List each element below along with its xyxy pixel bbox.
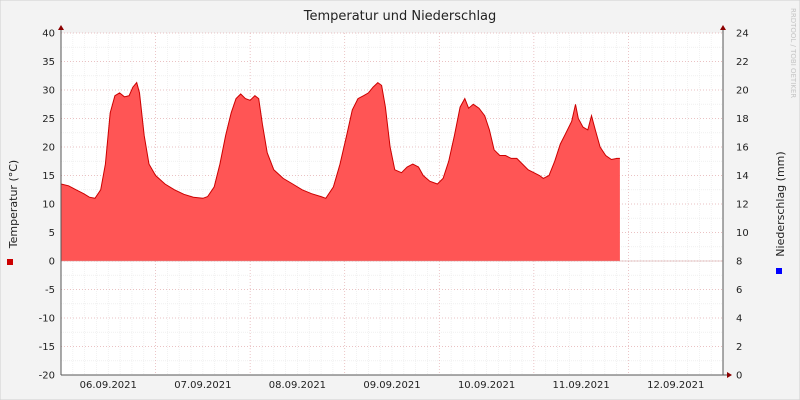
x-tick: 10.09.2021 bbox=[458, 380, 515, 391]
y-tick-right: 20 bbox=[736, 86, 749, 97]
left-axis-label: Temperatur (°C) bbox=[7, 160, 20, 249]
watermark: RRDTOOL / TOBI OETIKER bbox=[789, 8, 797, 98]
x-tick: 06.09.2021 bbox=[80, 380, 137, 391]
series-area-layer bbox=[60, 81, 620, 261]
chart-title: Temperatur und Niederschlag bbox=[303, 9, 497, 24]
y-tick-left: 35 bbox=[42, 57, 55, 68]
tick-labels: 4035302520151050-5-10-15-202422201816141… bbox=[39, 29, 749, 392]
y-tick-left: 10 bbox=[42, 200, 55, 211]
right-axis-arrow bbox=[720, 25, 726, 30]
x-axis-arrow bbox=[727, 372, 732, 378]
x-tick: 12.09.2021 bbox=[647, 380, 704, 391]
y-tick-right: 6 bbox=[736, 285, 742, 296]
y-tick-left: 5 bbox=[49, 228, 55, 239]
y-tick-left: -15 bbox=[39, 342, 55, 353]
right-axis-label: Niederschlag (mm) bbox=[774, 151, 787, 256]
y-tick-right: 22 bbox=[736, 57, 749, 68]
y-tick-left: -5 bbox=[45, 285, 55, 296]
y-tick-right: 0 bbox=[736, 371, 742, 382]
x-tick: 07.09.2021 bbox=[174, 380, 231, 391]
y-tick-left: -20 bbox=[39, 371, 55, 382]
y-tick-right: 16 bbox=[736, 143, 749, 154]
x-tick: 08.09.2021 bbox=[269, 380, 326, 391]
y-tick-right: 24 bbox=[736, 29, 749, 40]
temperature-legend-swatch bbox=[7, 259, 13, 265]
temperature-line bbox=[60, 81, 620, 199]
y-tick-left: 20 bbox=[42, 143, 55, 154]
y-tick-left: 30 bbox=[42, 86, 55, 97]
y-tick-left: 25 bbox=[42, 114, 55, 125]
y-tick-right: 8 bbox=[736, 257, 742, 268]
y-tick-right: 10 bbox=[736, 228, 749, 239]
y-tick-right: 4 bbox=[736, 314, 742, 325]
y-tick-left: 15 bbox=[42, 171, 55, 182]
temperature-area bbox=[61, 82, 620, 261]
x-tick: 09.09.2021 bbox=[363, 380, 420, 391]
y-tick-left: 0 bbox=[49, 257, 55, 268]
x-tick: 11.09.2021 bbox=[553, 380, 610, 391]
y-tick-right: 14 bbox=[736, 171, 749, 182]
axes bbox=[58, 25, 732, 378]
y-tick-left: 40 bbox=[42, 29, 55, 40]
precipitation-legend-swatch bbox=[776, 268, 782, 274]
left-axis-arrow bbox=[58, 25, 64, 30]
y-tick-right: 2 bbox=[736, 342, 742, 353]
y-tick-right: 12 bbox=[736, 200, 749, 211]
y-tick-right: 18 bbox=[736, 114, 749, 125]
y-tick-left: -10 bbox=[39, 314, 55, 325]
